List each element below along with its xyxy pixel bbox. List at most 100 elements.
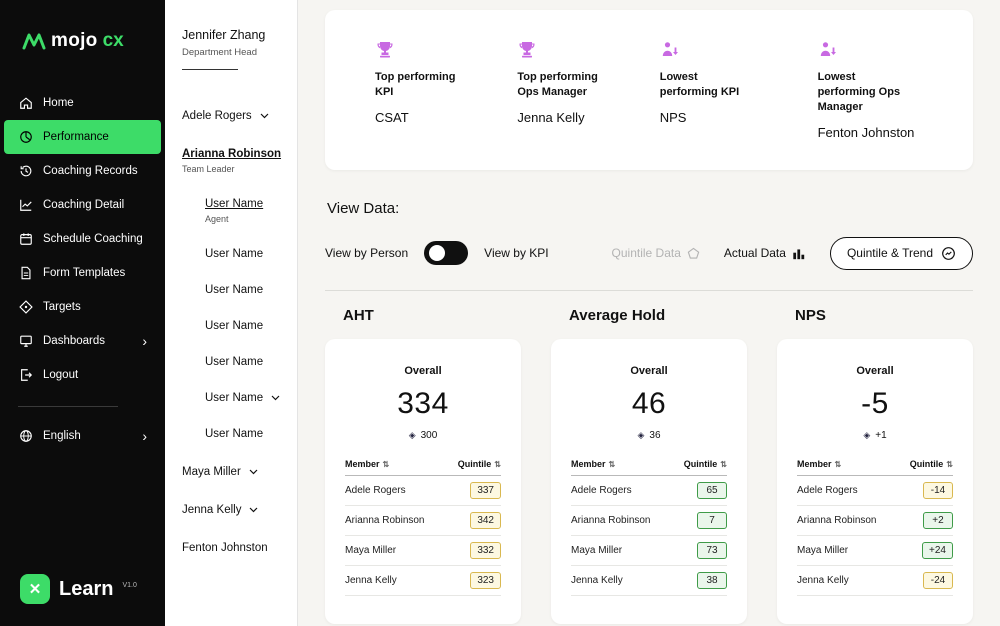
sort-icon: ⇅ xyxy=(834,459,842,469)
stat-label: Top performing KPI xyxy=(375,71,456,98)
stat-value: CSAT xyxy=(375,109,409,125)
overall-label: Overall xyxy=(404,364,442,377)
actual-data-option[interactable]: Actual Data xyxy=(724,246,806,260)
overall-delta: ◈ 36 xyxy=(571,430,727,441)
person-down-icon xyxy=(660,40,784,62)
sidebar-item-label: Form Templates xyxy=(43,267,126,279)
team-member-fenton-johnston[interactable]: Fenton Johnston xyxy=(182,542,289,554)
team-member-adele-rogers[interactable]: Adele Rogers xyxy=(182,110,289,122)
member-column-header[interactable]: Member ⇅ xyxy=(345,458,390,469)
agent-role: Agent xyxy=(205,214,229,224)
quintile-badge: 38 xyxy=(697,571,727,589)
agent-item[interactable]: User Name xyxy=(205,320,289,332)
agent-item-selected[interactable]: User Name xyxy=(205,198,289,210)
learn-version: V1.0 xyxy=(122,582,137,589)
table-row[interactable]: Adele Rogers 337 xyxy=(345,476,501,506)
member-column-header[interactable]: Member ⇅ xyxy=(571,458,616,469)
agent-item[interactable]: User Name xyxy=(205,392,289,404)
member-name: Jenna Kelly xyxy=(797,574,849,586)
quintile-column-header[interactable]: Quintile ⇅ xyxy=(457,458,501,469)
quintile-data-option[interactable]: Quintile Data xyxy=(612,246,700,260)
sidebar-item-label: Targets xyxy=(43,301,81,313)
table-row[interactable]: Arianna Robinson 7 xyxy=(571,506,727,536)
member-name: Arianna Robinson xyxy=(345,514,425,526)
quintile-trend-button[interactable]: Quintile & Trend xyxy=(829,236,973,270)
member-name: Jenna Kelly xyxy=(345,574,397,586)
agent-item[interactable]: User Name xyxy=(205,248,289,260)
member-name: Jenna Kelly xyxy=(571,574,623,586)
agent-item[interactable]: User Name xyxy=(205,356,289,368)
view-by-kpi-label: View by KPI xyxy=(484,246,549,261)
actual-data-label: Actual Data xyxy=(723,246,786,261)
quintile-diamond-icon: ◈ xyxy=(637,429,645,440)
team-panel: Jennifer Zhang Department Head Adele Rog… xyxy=(165,0,298,626)
sidebar-item-form-templates[interactable]: Form Templates xyxy=(4,256,161,290)
member-column-header[interactable]: Member ⇅ xyxy=(797,458,842,469)
sidebar-item-home[interactable]: Home xyxy=(4,86,161,120)
team-member-arianna-robinson[interactable]: Arianna Robinson xyxy=(182,148,289,160)
member-table: Member ⇅ Quintile ⇅ Adele Rogers -14 Ariann… xyxy=(797,459,953,596)
main-content: Top performing KPI CSAT Top performing O… xyxy=(298,0,1000,626)
table-row[interactable]: Jenna Kelly 38 xyxy=(571,566,727,596)
table-row[interactable]: Maya Miller 332 xyxy=(345,536,501,566)
team-member-maya-miller[interactable]: Maya Miller xyxy=(182,466,289,478)
team-member-name: Jenna Kelly xyxy=(182,504,242,516)
sidebar-item-coaching-records[interactable]: Coaching Records xyxy=(4,154,161,188)
agent-item[interactable]: User Name xyxy=(205,284,289,296)
sort-icon: ⇅ xyxy=(720,459,727,469)
kpi-column-average-hold: Average Hold Overall 46 ◈ 36 Member ⇅ Qui… xyxy=(551,307,747,624)
delta-value: +1 xyxy=(875,429,887,441)
table-row[interactable]: Jenna Kelly -24 xyxy=(797,566,953,596)
dashboard-icon xyxy=(18,334,33,349)
team-member-name: Maya Miller xyxy=(182,466,241,478)
table-row[interactable]: Maya Miller 73 xyxy=(571,536,727,566)
quintile-badge: 332 xyxy=(470,541,501,559)
sidebar-item-logout[interactable]: Logout xyxy=(4,358,161,392)
agent-item[interactable]: User Name xyxy=(205,428,289,440)
team-member-role: Team Leader xyxy=(182,164,235,174)
view-data-controls: View by Person View by KPI Quintile Data… xyxy=(325,236,973,270)
table-row[interactable]: Maya Miller +24 xyxy=(797,536,953,566)
kpi-card: Overall 46 ◈ 36 Member ⇅ Quintile ⇅ Adele … xyxy=(551,338,747,624)
sidebar-item-label: Coaching Detail xyxy=(43,199,125,211)
team-member-jenna-kelly[interactable]: Jenna Kelly xyxy=(182,504,289,516)
quintile-badge: -24 xyxy=(923,571,953,589)
sidebar-item-coaching-detail[interactable]: Coaching Detail xyxy=(4,188,161,222)
sidebar-divider xyxy=(18,406,118,407)
table-row[interactable]: Adele Rogers 65 xyxy=(571,476,727,506)
line-chart-icon xyxy=(18,198,33,213)
team-member-name: Fenton Johnston xyxy=(182,542,268,554)
table-row[interactable]: Adele Rogers -14 xyxy=(797,476,953,506)
quintile-column-header[interactable]: Quintile ⇅ xyxy=(909,458,953,469)
sidebar-item-label: Logout xyxy=(43,369,79,381)
section-divider xyxy=(325,289,973,291)
quintile-badge: 65 xyxy=(697,481,727,499)
learn-logo: ✕ Learn V1.0 xyxy=(0,574,165,626)
table-row[interactable]: Arianna Robinson 342 xyxy=(345,506,501,536)
overall-value: 334 xyxy=(397,386,449,420)
view-mode-toggle[interactable] xyxy=(424,241,469,266)
learn-label: Learn xyxy=(59,577,114,600)
brand-mojo: mojo xyxy=(51,30,98,51)
sidebar-item-performance[interactable]: Performance xyxy=(4,120,161,154)
table-row[interactable]: Arianna Robinson +2 xyxy=(797,506,953,536)
quintile-column-header[interactable]: Quintile ⇅ xyxy=(683,458,727,469)
sidebar-item-dashboards[interactable]: Dashboards › xyxy=(4,324,161,358)
sidebar-item-label: Home xyxy=(43,97,74,109)
sidebar-item-language[interactable]: English › xyxy=(4,419,161,453)
overall-delta: ◈ +1 xyxy=(797,430,953,441)
overall-label: Overall xyxy=(630,364,668,377)
view-data-title: View Data: xyxy=(327,199,400,217)
home-icon xyxy=(18,96,33,111)
member-table: Member ⇅ Quintile ⇅ Adele Rogers 337 Ariann… xyxy=(345,459,501,596)
table-row[interactable]: Jenna Kelly 323 xyxy=(345,566,501,596)
globe-icon xyxy=(18,429,33,444)
sidebar-item-targets[interactable]: Targets xyxy=(4,290,161,324)
brand-cx: cx xyxy=(102,30,124,51)
stat-label: Lowest performing Ops Manager xyxy=(817,71,901,113)
sidebar-item-schedule-coaching[interactable]: Schedule Coaching xyxy=(4,222,161,256)
member-name: Maya Miller xyxy=(571,544,623,556)
bar-chart-icon xyxy=(793,248,805,259)
member-name: Maya Miller xyxy=(797,544,849,556)
